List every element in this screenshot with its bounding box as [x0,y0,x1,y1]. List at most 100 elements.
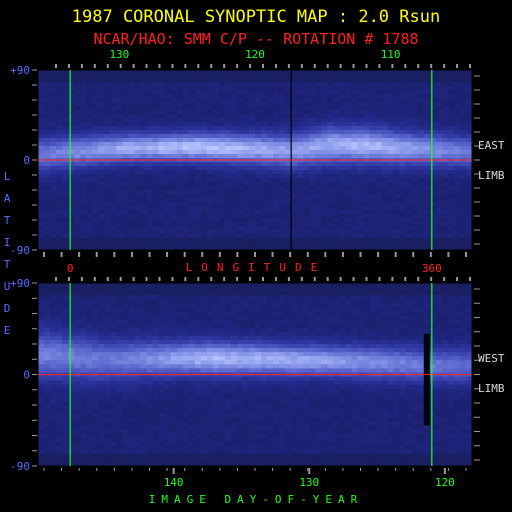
heatmap-cell [44,134,51,139]
heatmap-cell [206,327,214,333]
heatmap-cell [146,425,154,430]
heatmap-cell [158,421,166,426]
heatmap-cell [104,303,111,308]
heatmap-cell [50,118,57,123]
heatmap-cell [146,388,154,394]
heatmap-cell [56,218,63,223]
heatmap-cell [212,194,220,199]
heatmap-cell [152,90,160,95]
heatmap-cell [68,445,75,451]
heatmap-cell [333,78,340,83]
heatmap-cell [80,114,87,119]
heatmap-cell [194,78,202,83]
heatmap-cell [188,437,196,443]
heatmap-cell [86,190,93,195]
heatmap-cell [110,303,117,308]
heatmap-cell [98,222,105,227]
heatmap-cell [399,222,407,227]
heatmap-cell [80,142,87,147]
heatmap-cell [116,449,123,455]
heatmap-cell [98,323,105,329]
heatmap-cell [170,130,178,135]
heatmap-cell [194,194,202,199]
heatmap-cell [309,134,316,139]
heatmap-cell [321,78,328,83]
heatmap-cell [345,82,353,87]
heatmap-cell [411,186,419,191]
heatmap-cell [68,425,75,430]
heatmap-cell [116,86,123,91]
heatmap-cell [122,425,130,430]
heatmap-cell [176,287,184,292]
heatmap-cell [194,453,202,459]
heatmap-cell [435,190,443,195]
heatmap-cell [38,356,45,361]
heatmap-cell [236,218,244,223]
heatmap-cell [417,194,425,199]
heatmap-cell [170,190,178,195]
heatmap-cell [170,319,178,325]
heatmap-cell [110,178,117,183]
heatmap-cell [297,246,304,250]
heatmap-cell [134,311,142,317]
heatmap-cell [212,348,220,353]
heatmap-cell [206,234,214,239]
heatmap-cell [224,457,232,463]
heatmap-cell [152,218,160,223]
heatmap-cell [176,335,184,341]
heatmap-cell [248,307,256,313]
heatmap-cell [134,114,142,119]
heatmap-cell [206,238,214,243]
heatmap-cell [56,210,63,215]
heatmap-cell [273,118,280,123]
heatmap-cell [80,429,87,435]
heatmap-cell [224,461,232,466]
heatmap-cell [182,218,190,223]
heatmap-cell [158,417,166,422]
heatmap-cell [158,323,166,329]
heatmap-cell [194,400,202,406]
heatmap-cell [453,142,461,147]
heatmap-cell [381,230,389,235]
heatmap-cell [164,364,172,369]
heatmap-cell [44,82,51,87]
heatmap-cell [273,130,280,135]
heatmap-cell [435,238,443,243]
heatmap-cell [399,78,407,83]
heatmap-cell [423,234,431,239]
heatmap-cell [194,198,202,203]
heatmap-cell [194,150,202,155]
heatmap-cell [327,102,334,107]
heatmap-cell [333,110,340,115]
heatmap-cell [248,94,256,99]
heatmap-cell [62,352,69,357]
heatmap-cell [405,94,413,99]
heatmap-cell [200,417,208,422]
heatmap-cell [68,122,75,127]
heatmap-cell [110,126,117,131]
heatmap-cell [152,162,160,167]
heatmap-cell [134,348,142,353]
heatmap-cell [351,106,359,111]
heatmap-cell [381,170,389,175]
heatmap-cell [38,295,45,300]
heatmap-cell [182,339,190,345]
heatmap-cell [218,380,226,386]
heatmap-cell [146,457,154,463]
heatmap-cell [92,74,99,79]
heatmap-cell [321,122,328,127]
heatmap-cell [273,70,280,75]
heatmap-cell [104,425,111,430]
heatmap-cell [375,94,383,99]
heatmap-cell [206,194,214,199]
heatmap-cell [453,194,461,199]
heatmap-cell [152,461,160,466]
heatmap-cell [110,352,117,357]
heatmap-cell [98,327,105,333]
heatmap-cell [242,230,250,235]
heatmap-cell [297,242,304,247]
heatmap-cell [116,202,123,207]
heatmap-cell [218,94,226,99]
heatmap-cell [176,70,184,75]
heatmap-cell [134,421,142,426]
